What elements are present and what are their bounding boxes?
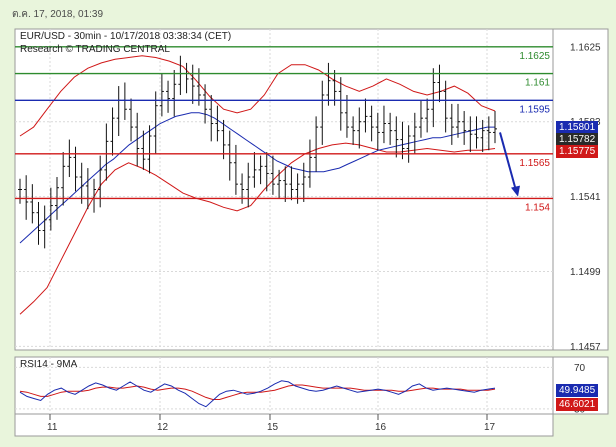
date-tick-label: 11 — [47, 422, 58, 433]
date-tick-label: 16 — [375, 422, 387, 433]
price-tick-label: 1.1499 — [570, 267, 601, 278]
price-tick-label: 1.1625 — [570, 42, 601, 53]
price-tag: 1.15782 — [556, 132, 599, 146]
level-label: 1.161 — [525, 78, 550, 89]
rsi-tick-label: 70 — [574, 363, 586, 374]
moving-average — [19, 112, 495, 244]
bollinger-bands — [19, 55, 496, 315]
price-panel — [14, 28, 554, 351]
rsi-line — [19, 380, 496, 408]
candles — [18, 55, 497, 249]
level-label: 1.1595 — [519, 104, 550, 115]
forecast-arrow-shaft — [499, 132, 517, 191]
chart-subtitle: Research © TRADING CENTRAL — [20, 44, 170, 55]
rsi-tag: 49.9485 — [556, 384, 599, 397]
price-tick-label: 1.1457 — [570, 342, 601, 353]
band-lower-line — [19, 142, 496, 315]
date-tick-label: 12 — [157, 422, 169, 433]
price-tick-label: 1.1541 — [570, 192, 601, 203]
rsi-panel — [14, 356, 554, 415]
price-tag: 1.15801 — [556, 120, 599, 134]
timestamp: ต.ค. 17, 2018, 01:39 — [12, 9, 104, 20]
price-tag: 1.15775 — [556, 144, 599, 158]
forecast-arrow-head — [511, 185, 520, 197]
ma-line — [19, 112, 495, 244]
chart-title: EUR/USD - 30min - 10/17/2018 03:38:34 (C… — [20, 31, 232, 42]
level-label: 1.154 — [525, 202, 550, 213]
key-levels: 1.1625 1.161 1.1595 1.1565 1.154 — [15, 46, 553, 213]
level-label: 1.1625 — [519, 51, 550, 62]
date-tick-label: 15 — [267, 422, 279, 433]
date-ticks: 11 12 15 16 17 — [47, 414, 496, 433]
grid — [15, 29, 553, 414]
date-tick-label: 17 — [484, 422, 496, 433]
date-axis — [14, 413, 554, 437]
forecast-arrow — [499, 132, 520, 197]
rsi-tag: 46.6021 — [556, 398, 599, 411]
level-label: 1.1565 — [519, 158, 550, 169]
price-axis — [552, 28, 609, 351]
band-upper-line — [19, 55, 496, 137]
rsi-title: RSI14 - 9MA — [20, 359, 78, 370]
rsi-series — [19, 380, 496, 408]
